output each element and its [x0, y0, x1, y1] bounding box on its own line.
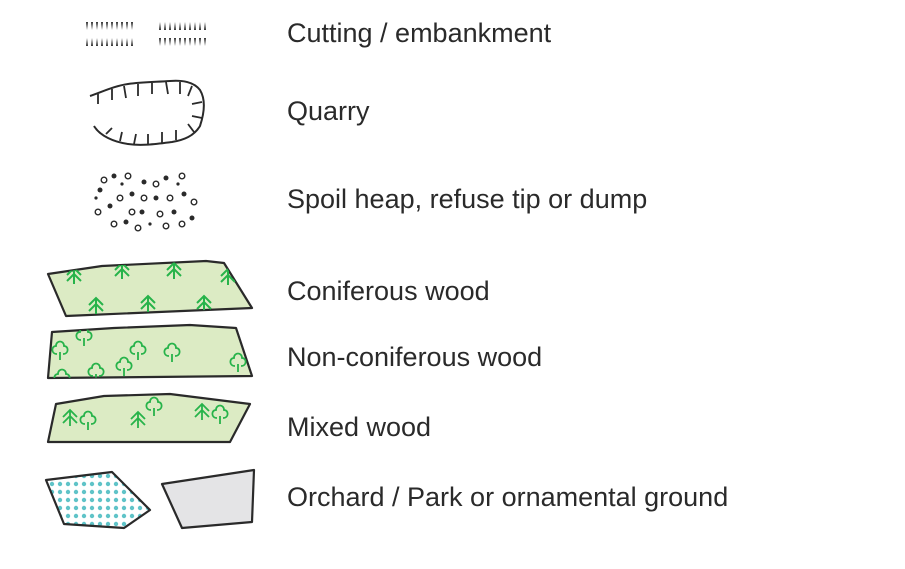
- legend-item-cutting-embankment: Cutting / embankment: [0, 0, 905, 70]
- legend-label: Orchard / Park or ornamental ground: [287, 482, 729, 512]
- legend-label: Cutting / embankment: [287, 18, 552, 48]
- non-coniferous-wood-symbol: [46, 323, 254, 380]
- legend-item-non-coniferous-wood: Non-coniferous wood: [0, 320, 905, 382]
- cutting-embankment-symbol: [86, 22, 206, 46]
- mixed-wood-symbol: [46, 392, 252, 444]
- spoil-heap-symbol: [94, 172, 198, 232]
- legend-label: Spoil heap, refuse tip or dump: [287, 184, 648, 214]
- legend-item-coniferous-wood: Coniferous wood: [0, 252, 905, 324]
- legend-label: Non-coniferous wood: [287, 342, 543, 372]
- orchard-park-symbol: [44, 468, 256, 530]
- quarry-symbol: [89, 79, 205, 146]
- coniferous-wood-symbol: [46, 259, 254, 318]
- legend-label: Quarry: [287, 96, 370, 126]
- legend-item-quarry: Quarry: [0, 70, 905, 150]
- legend-label: Mixed wood: [287, 412, 432, 442]
- legend-item-spoil-heap: Spoil heap, refuse tip or dump: [0, 160, 905, 240]
- legend-item-orchard-park: Orchard / Park or ornamental ground: [0, 458, 905, 538]
- legend-label: Coniferous wood: [287, 276, 490, 306]
- legend-item-mixed-wood: Mixed wood: [0, 388, 905, 452]
